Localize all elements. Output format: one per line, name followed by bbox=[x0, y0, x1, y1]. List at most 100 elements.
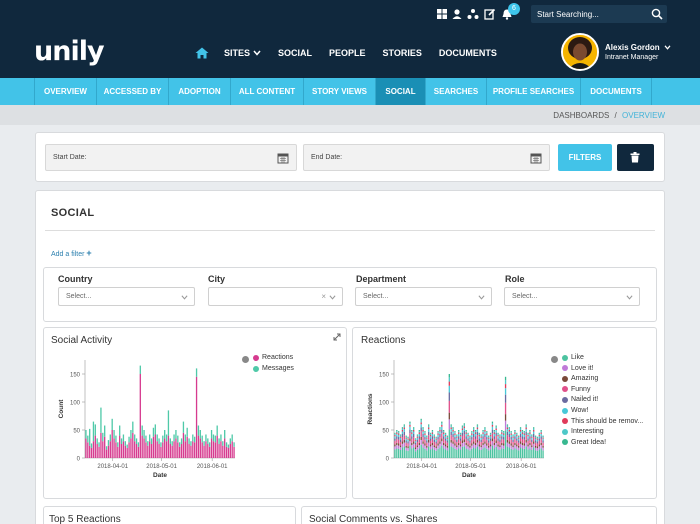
tab-social[interactable]: SOCIAL bbox=[375, 78, 425, 105]
legend-item[interactable]: Interesting bbox=[562, 428, 604, 435]
global-search[interactable] bbox=[531, 5, 667, 23]
legend-item[interactable]: Like bbox=[562, 354, 584, 361]
reactions-bar bbox=[422, 429, 424, 432]
tab-overview[interactable]: OVERVIEW bbox=[34, 78, 96, 105]
role-select[interactable]: Select... bbox=[504, 287, 640, 306]
nav-sites[interactable]: SITES bbox=[224, 48, 261, 58]
legend-toggle-icon[interactable] bbox=[551, 356, 558, 363]
city-select[interactable]: × bbox=[208, 287, 343, 306]
search-icon[interactable] bbox=[651, 8, 663, 20]
reactions-bar bbox=[538, 438, 540, 441]
user-name[interactable]: Alexis Gordon bbox=[605, 43, 671, 52]
nav-social[interactable]: SOCIAL bbox=[278, 48, 313, 58]
department-select[interactable]: Select... bbox=[355, 287, 492, 306]
reactions-bar bbox=[409, 426, 411, 430]
reactions-bar bbox=[456, 442, 458, 446]
legend-item[interactable]: Love it! bbox=[562, 365, 594, 372]
activity-bar bbox=[132, 432, 134, 458]
activity-bar bbox=[188, 444, 190, 458]
y-tick-label: 50 bbox=[382, 429, 389, 435]
reactions-bar bbox=[450, 425, 452, 428]
legend-item[interactable]: Funny bbox=[562, 386, 590, 393]
activity-bar bbox=[233, 446, 235, 458]
reactions-bar bbox=[493, 432, 495, 434]
reactions-bar bbox=[426, 450, 428, 458]
calendar-icon[interactable] bbox=[530, 152, 542, 164]
nav-stories[interactable]: STORIES bbox=[382, 48, 422, 58]
tab-profile-searches[interactable]: PROFILE SEARCHES bbox=[486, 78, 580, 105]
activity-bar bbox=[205, 441, 207, 458]
reactions-bar bbox=[495, 435, 497, 441]
reactions-bar bbox=[429, 435, 432, 437]
legend-item[interactable]: Wow! bbox=[562, 407, 588, 414]
search-input[interactable] bbox=[537, 7, 647, 21]
reactions-bar bbox=[424, 443, 426, 446]
legend-item[interactable]: Reactions bbox=[253, 354, 293, 361]
activity-bar bbox=[194, 442, 196, 458]
windows-icon[interactable] bbox=[436, 8, 448, 20]
unily-logo[interactable]: unily bbox=[34, 36, 105, 67]
legend-item[interactable]: Amazing bbox=[562, 375, 598, 382]
filters-button[interactable]: FILTERS bbox=[558, 144, 612, 171]
calendar-icon[interactable] bbox=[277, 152, 289, 164]
reactions-bar bbox=[484, 429, 486, 432]
reactions-bar bbox=[534, 445, 537, 448]
legend-swatch bbox=[562, 375, 568, 382]
breadcrumb-parent[interactable]: DASHBOARDS bbox=[553, 111, 610, 120]
home-icon[interactable] bbox=[195, 47, 209, 59]
reactions-bar bbox=[454, 443, 456, 446]
reactions-bar bbox=[418, 436, 420, 439]
activity-bar bbox=[124, 445, 126, 458]
reactions-bar bbox=[431, 448, 434, 458]
legend-item[interactable]: Messages bbox=[253, 365, 294, 372]
reactions-bar bbox=[428, 431, 430, 436]
legend-item[interactable]: Nailed it! bbox=[562, 396, 598, 403]
tab-story-views[interactable]: STORY VIEWS bbox=[303, 78, 375, 105]
nav-documents[interactable]: DOCUMENTS bbox=[438, 48, 497, 58]
expand-icon[interactable] bbox=[333, 333, 341, 341]
start-date-field[interactable]: Start Date: bbox=[45, 144, 297, 171]
legend-item[interactable]: Great Idea! bbox=[562, 439, 606, 446]
activity-bar bbox=[94, 424, 96, 436]
activity-bar bbox=[216, 435, 218, 458]
edit-icon[interactable] bbox=[484, 8, 496, 20]
chevron-down-icon bbox=[253, 50, 261, 56]
legend-item[interactable]: This should be remov... bbox=[562, 418, 643, 425]
tab-searches[interactable]: SEARCHES bbox=[425, 78, 486, 105]
tab-all-content[interactable]: ALL CONTENT bbox=[230, 78, 303, 105]
reactions-bar bbox=[501, 433, 503, 437]
reactions-bar bbox=[525, 431, 527, 436]
reactions-bar bbox=[456, 450, 458, 458]
country-select[interactable]: Select... bbox=[58, 287, 195, 306]
reactions-bar bbox=[413, 433, 415, 438]
activity-bar bbox=[87, 442, 89, 458]
clear-filters-button[interactable] bbox=[617, 144, 654, 171]
reactions-bar bbox=[521, 442, 524, 446]
network-icon[interactable] bbox=[467, 8, 479, 20]
activity-bar bbox=[165, 441, 168, 458]
reactions-bar bbox=[469, 450, 471, 458]
reactions-bar bbox=[396, 431, 398, 433]
nav-people[interactable]: PEOPLE bbox=[329, 48, 366, 58]
tab-adoption[interactable]: ADOPTION bbox=[168, 78, 230, 105]
legend-toggle-icon[interactable] bbox=[242, 356, 249, 363]
end-date-field[interactable]: End Date: bbox=[303, 144, 550, 171]
tab-accessed-by[interactable]: ACCESSED BY bbox=[96, 78, 168, 105]
tab-documents[interactable]: DOCUMENTS bbox=[580, 78, 652, 105]
x-tick-label: 2018-06-01 bbox=[197, 464, 228, 470]
reactions-bar bbox=[399, 437, 402, 440]
reactions-chart: 0 50 100 150 2018-04-01 2018-05-01 2018-06-01 D… bbox=[367, 360, 544, 479]
activity-bar bbox=[169, 438, 171, 444]
reactions-bar bbox=[493, 431, 495, 433]
reactions-bar bbox=[394, 433, 396, 436]
add-filter-link[interactable]: Add a filter + bbox=[51, 248, 92, 258]
activity-bar bbox=[113, 430, 115, 439]
reactions-bar bbox=[459, 440, 462, 445]
avatar[interactable] bbox=[561, 33, 599, 71]
user-icon[interactable] bbox=[451, 8, 463, 20]
reactions-bar bbox=[446, 442, 449, 446]
clear-icon[interactable]: × bbox=[321, 292, 326, 301]
reactions-bar bbox=[428, 442, 430, 447]
user-name-text: Alexis Gordon bbox=[605, 43, 660, 52]
activity-bar bbox=[162, 435, 164, 443]
